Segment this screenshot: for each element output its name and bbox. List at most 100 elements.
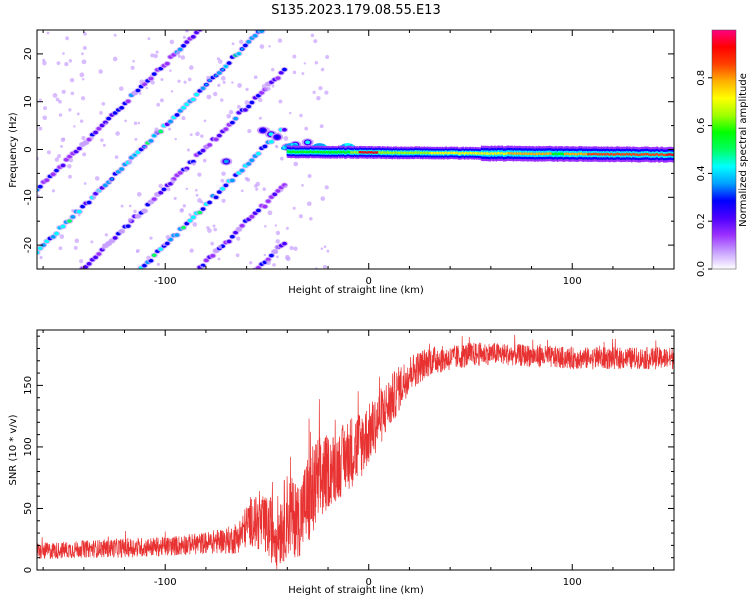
spectrogram-cell: [74, 276, 79, 280]
spectrogram-cell: [462, 151, 465, 155]
spectrogram-cell: [406, 151, 408, 155]
spectrogram-cell: [275, 230, 281, 236]
spectrogram-cell: [271, 84, 275, 88]
spectrogram-cell: [177, 171, 183, 175]
spectrogram-cell: [290, 150, 292, 154]
spectrogram-cell: [90, 135, 94, 140]
spectrogram-cell: [239, 223, 245, 228]
spectrogram-cell: [278, 70, 284, 75]
spectrogram-cell: [145, 86, 149, 90]
spectrogram-cell: [258, 116, 262, 120]
spectrogram-cell: [60, 224, 66, 229]
spectrogram-cell: [664, 153, 666, 157]
spectrogram-cell: [353, 150, 356, 154]
spectrogram-cell: [638, 153, 640, 157]
spectrogram-cell: [133, 209, 137, 214]
spectrogram-cell: [217, 83, 221, 87]
spectrogram-cell: [63, 157, 69, 162]
spectrogram-cell: [401, 151, 404, 155]
spectrogram-cell: [262, 204, 268, 209]
spectrogram-cell: [320, 196, 326, 201]
spectrogram-cell: [158, 247, 164, 251]
spectrogram-cell: [474, 151, 477, 155]
spectrogram-cell: [319, 124, 324, 129]
spectrogram-cell: [181, 43, 186, 48]
spectrogram-cell: [104, 122, 108, 125]
spectrogram-cell: [127, 217, 133, 223]
spectrogram-cell: [203, 119, 207, 123]
spectrogram-cell: [567, 152, 570, 156]
colorbar-tick-label: 0.4: [696, 165, 707, 181]
spectrogram-cell: [62, 52, 65, 55]
spectrogram-cell: [292, 54, 297, 59]
spectrogram-cell: [277, 38, 283, 43]
spectrogram-cell: [272, 263, 276, 267]
spectrogram-cell: [659, 153, 661, 157]
spectrogram-cell: [386, 151, 389, 154]
spectrogram-cell: [450, 151, 452, 155]
spectrogram-cell: [127, 159, 133, 164]
spectrogram-cell: [600, 152, 603, 156]
spectrogram-cell: [150, 53, 155, 58]
spectrogram-cell: [155, 50, 159, 54]
spectrogram-cell: [189, 133, 193, 137]
spectrogram-cell: [42, 115, 48, 121]
spectrogram-cell: [249, 100, 255, 105]
spectrogram-cell: [427, 151, 429, 154]
spectrogram-cell: [101, 246, 105, 250]
spectrogram-cell: [516, 152, 518, 155]
spectrogram-x-ticks: -100 0 100: [42, 30, 655, 287]
spectrogram-cell: [247, 129, 252, 134]
spectrogram-cell: [361, 151, 363, 154]
spectrogram-cell: [106, 240, 111, 245]
spectrogram-cell: [494, 151, 496, 155]
spectrogram-cell: [38, 98, 42, 102]
spectrogram-cell: [164, 61, 170, 66]
snr-y-tick-label: 150: [23, 376, 34, 395]
spectrogram-cell: [293, 246, 298, 251]
spectrogram-cell: [309, 150, 312, 153]
spectrogram-cell: [295, 151, 297, 154]
spectrogram-cell: [99, 111, 103, 115]
spectrogram-cell: [455, 151, 457, 155]
spectrogram-cell: [551, 152, 554, 156]
spectrogram-cell: [144, 146, 148, 150]
spectrogram-y-tick-label: 20: [23, 48, 34, 61]
spectrogram-cell: [522, 152, 524, 155]
spectrogram-cell: [102, 183, 108, 188]
spectrogram-cell: [526, 152, 528, 155]
spectrogram-cell: [565, 152, 567, 156]
spectrogram-cell: [326, 249, 330, 253]
spectrogram-cell: [529, 152, 532, 156]
spectrogram-cell: [188, 65, 194, 70]
figure-title: S135.2023.179.08.55.E13: [271, 3, 440, 18]
spectrogram-cell: [169, 39, 175, 45]
spectrogram-cell: [667, 153, 670, 156]
spectrogram-cell: [412, 151, 414, 155]
spectrogram-cell: [446, 152, 449, 155]
spectrogram-cell: [562, 153, 565, 156]
spectrogram-cell: [488, 152, 490, 155]
colorbar-tick-label: 0.6: [696, 118, 707, 134]
spectrogram-cell: [124, 119, 128, 123]
spectrogram-cell: [472, 151, 474, 155]
spectrogram-cell: [583, 152, 585, 156]
spectrogram-cell: [452, 151, 455, 155]
spectrogram-cell: [587, 153, 589, 156]
spectrogram-cell: [320, 150, 323, 154]
spectrogram-cell: [79, 119, 84, 123]
spectrogram-cell: [133, 121, 138, 125]
spectrogram-cell: [112, 56, 118, 62]
spectrogram-cell: [366, 151, 368, 154]
spectrogram-cell: [350, 151, 352, 154]
spectrogram-cell: [132, 275, 137, 279]
spectrogram-cell: [634, 153, 637, 156]
spectrogram-cell: [168, 119, 173, 124]
spectrogram-cell: [655, 153, 657, 156]
spectrogram-cell: [243, 277, 248, 281]
spectrogram-cell: [533, 152, 535, 156]
spectrogram-x-tick-label: 0: [366, 276, 372, 287]
spectrogram-cell: [557, 152, 560, 155]
colorbar-frame: [711, 29, 737, 270]
spectrogram-cell: [98, 69, 103, 74]
